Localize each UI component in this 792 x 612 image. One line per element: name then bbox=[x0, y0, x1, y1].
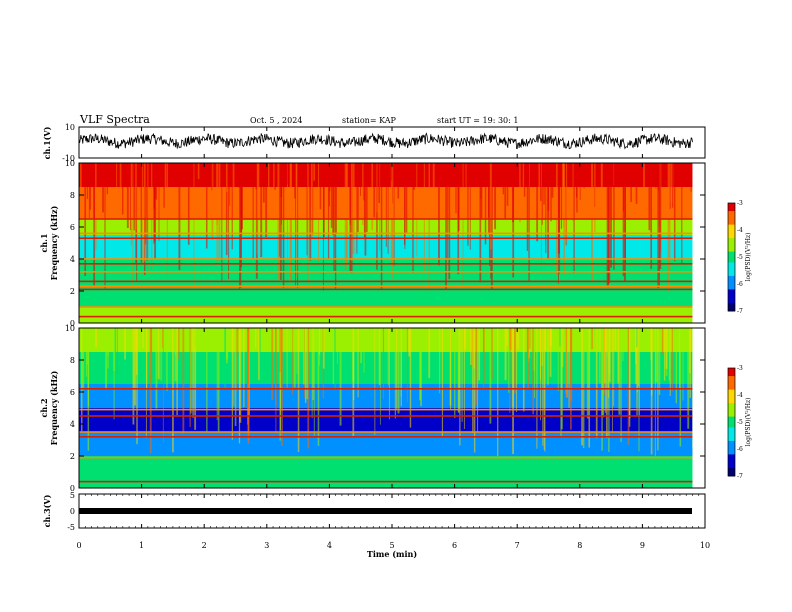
x-tick-9: 9 bbox=[640, 541, 645, 550]
cbar1-label: log(PSD)(V²/Hz) bbox=[745, 233, 752, 282]
x-axis-label: Time (min) bbox=[367, 549, 417, 559]
cbar2-tick-1: -4 bbox=[737, 392, 743, 399]
x-tick-6: 6 bbox=[452, 541, 457, 550]
spectrogram-ch2-ytick-4: 8 bbox=[70, 356, 75, 365]
spectrogram-ch2-image bbox=[79, 328, 705, 488]
x-axis-ticks: 0 1 2 3 4 5 6 7 8 9 10 bbox=[76, 127, 710, 550]
spectrogram-ch2-line-2 bbox=[79, 436, 693, 438]
spectrogram-ch1-line-9 bbox=[79, 232, 693, 235]
spectrogram-ch1-line-2 bbox=[79, 288, 693, 291]
x-tick-0: 0 bbox=[76, 541, 81, 550]
spectrogram-ch2-band-2 bbox=[79, 384, 693, 408]
cbar1-tick-2: -5 bbox=[737, 254, 743, 261]
colorbar-ch2: -3 -4 -5 -6 -7 log(PSD)(V²/Hz) bbox=[727, 365, 752, 480]
x-tick-1: 1 bbox=[139, 541, 144, 550]
cbar1-tick-3: -6 bbox=[737, 281, 743, 288]
spectrogram-ch2-ytick-5: 10 bbox=[65, 324, 75, 333]
spectrogram-ch2-ytick-2: 4 bbox=[70, 420, 75, 429]
spectrogram-ch2-band-3 bbox=[79, 408, 693, 432]
spectrogram-ch1-line-6 bbox=[79, 263, 693, 265]
ch1-ytick-bottom: -10 bbox=[62, 154, 75, 163]
spectrogram-ch2-panel: 0 2 4 6 8 10 ch.2 Frequency (kHz) bbox=[39, 324, 706, 493]
spectrogram-ch1-line-3 bbox=[79, 285, 693, 287]
spectrogram-ch1-line-5 bbox=[79, 271, 693, 273]
spectrogram-ch1-ytick-4: 8 bbox=[70, 191, 75, 200]
spectrogram-ch1-band-6 bbox=[79, 307, 693, 323]
cbar1-tick-0: -3 bbox=[737, 200, 743, 207]
spectrogram-ch1-band-1 bbox=[79, 187, 693, 219]
spectrogram-ch1-panel: 0 2 4 6 8 10 ch.1 Frequency (kHz) bbox=[39, 159, 706, 328]
cbar1-tick-4: -7 bbox=[737, 308, 743, 315]
start-time-label: start UT = 19: 30: 1 bbox=[437, 116, 518, 125]
spectrogram-ch1-ytick-3: 6 bbox=[70, 223, 75, 232]
spectrogram-ch1-band-0 bbox=[79, 163, 693, 187]
ch3-ytick-bottom: -5 bbox=[67, 523, 75, 532]
spectrogram-ch1-ytick-0: 0 bbox=[70, 319, 75, 328]
x-tick-10: 10 bbox=[700, 541, 710, 550]
cbar2-tick-2: -5 bbox=[737, 419, 743, 426]
x-tick-8: 8 bbox=[577, 541, 582, 550]
spectrogram-ch1-line-0 bbox=[79, 315, 693, 318]
spectrogram-ch1-line-10 bbox=[79, 218, 693, 220]
x-tick-3: 3 bbox=[264, 541, 269, 550]
x-tick-4: 4 bbox=[327, 541, 332, 550]
waveform-ch1-trace bbox=[78, 132, 693, 150]
spectrogram-ch1-line-8 bbox=[79, 237, 693, 239]
cbar2-tick-4: -7 bbox=[737, 473, 743, 480]
cbar2-label: log(PSD)(V²/Hz) bbox=[745, 398, 752, 447]
x-tick-5: 5 bbox=[389, 541, 394, 550]
spectrogram-ch2-line-5 bbox=[79, 408, 693, 411]
spectrogram-ch1-ytick-1: 2 bbox=[70, 287, 75, 296]
spectrogram-ch2-ylabel-line1: ch.2 bbox=[39, 398, 49, 417]
spectrogram-ch1-line-1 bbox=[79, 306, 693, 308]
spectrogram-ch2-ytick-0: 0 bbox=[70, 484, 75, 493]
spectrogram-ch1-line-7 bbox=[79, 258, 693, 260]
station-label: station= KAP bbox=[342, 116, 397, 125]
figure-title: VLF Spectra bbox=[79, 113, 150, 126]
spectrogram-ch2-line-6 bbox=[79, 388, 693, 390]
spectrogram-ch2-ytick-1: 2 bbox=[70, 452, 75, 461]
waveform-ch3-trace bbox=[79, 508, 692, 514]
spectrogram-ch2-line-3 bbox=[79, 431, 693, 433]
spectrogram-ch2-band-5 bbox=[79, 456, 693, 480]
ch3-ytick-mid: 0 bbox=[70, 507, 75, 516]
spectrogram-ch1-line-4 bbox=[79, 280, 693, 283]
spectrogram-ch2-band-4 bbox=[79, 432, 693, 456]
ch1-ylabel: ch.1(V) bbox=[42, 126, 52, 159]
x-tick-7: 7 bbox=[515, 541, 520, 550]
date-label: Oct. 5 , 2024 bbox=[250, 116, 302, 125]
ch3-ylabel: ch.3(V) bbox=[42, 494, 52, 527]
spectrogram-ch2-line-1 bbox=[79, 456, 693, 459]
spectrogram-ch1-ytick-5: 10 bbox=[65, 159, 75, 168]
colorbar-ch1: -3 -4 -5 -6 -7 log(PSD)(V²/Hz) bbox=[727, 200, 752, 315]
x-tick-2: 2 bbox=[202, 541, 207, 550]
spectrogram-ch1-image bbox=[79, 163, 705, 323]
ch3-ytick-top: 5 bbox=[70, 491, 75, 500]
spectrogram-ch2-line-0 bbox=[79, 480, 693, 483]
spectrogram-ch2-ytick-3: 6 bbox=[70, 388, 75, 397]
cbar2-tick-0: -3 bbox=[737, 365, 743, 372]
spectrogram-ch2-band-1 bbox=[79, 352, 693, 384]
spectrogram-ch2-ylabel-line2: Frequency (kHz) bbox=[49, 370, 59, 445]
cbar2-tick-3: -6 bbox=[737, 446, 743, 453]
spectrogram-ch1-ytick-2: 4 bbox=[70, 255, 75, 264]
spectrogram-ch2-texture bbox=[81, 328, 694, 456]
spectrogram-ch2-line-4 bbox=[79, 415, 693, 417]
spectrogram-ch1-ylabel-line2: Frequency (kHz) bbox=[49, 205, 59, 280]
spectrogram-ch2-band-6 bbox=[79, 480, 693, 488]
spectrogram-ch1-ylabel-line1: ch.1 bbox=[39, 233, 49, 252]
cbar1-tick-1: -4 bbox=[737, 227, 743, 234]
ch1-ytick-top: 10 bbox=[65, 123, 75, 132]
